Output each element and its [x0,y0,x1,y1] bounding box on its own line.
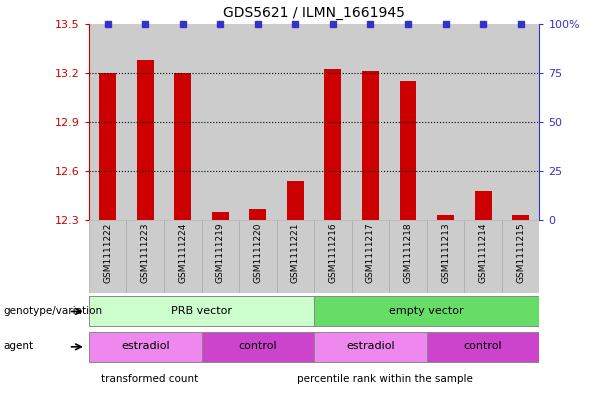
Text: GSM1111213: GSM1111213 [441,222,450,283]
Text: GSM1111217: GSM1111217 [366,222,375,283]
Bar [437,215,454,220]
Bar [164,24,202,220]
Text: GSM1111214: GSM1111214 [479,222,487,283]
Text: GSM1111223: GSM1111223 [141,222,150,283]
Bar [202,24,239,220]
Bar [314,24,352,220]
Bar [276,220,314,293]
Bar [352,220,389,293]
Text: empty vector: empty vector [389,306,464,316]
Title: GDS5621 / ILMN_1661945: GDS5621 / ILMN_1661945 [223,6,405,20]
Bar [89,296,314,327]
Bar [89,332,202,362]
Bar [99,73,116,220]
Bar [427,220,465,293]
Bar [164,220,202,293]
Bar [502,24,539,220]
Bar [212,212,229,220]
Text: estradiol: estradiol [346,341,395,351]
Text: GSM1111216: GSM1111216 [329,222,337,283]
Text: GSM1111224: GSM1111224 [178,222,187,283]
Text: estradiol: estradiol [121,341,170,351]
Bar [512,215,529,220]
Bar [174,73,191,220]
Bar [502,220,539,293]
Bar [324,70,341,220]
Text: control: control [238,341,277,351]
Bar [362,71,379,220]
Text: transformed count: transformed count [101,374,199,384]
Bar [137,60,154,220]
Bar [287,181,304,220]
Text: GSM1111222: GSM1111222 [103,222,112,283]
Bar [427,332,539,362]
Bar [276,24,314,220]
Bar [465,24,502,220]
Bar [352,24,389,220]
Text: control: control [464,341,503,351]
Text: GSM1111219: GSM1111219 [216,222,225,283]
Text: genotype/variation: genotype/variation [3,306,102,316]
Text: percentile rank within the sample: percentile rank within the sample [297,374,473,384]
Text: GSM1111220: GSM1111220 [253,222,262,283]
Bar [427,24,465,220]
Bar [389,220,427,293]
Bar [465,220,502,293]
Bar [126,24,164,220]
Bar [89,24,126,220]
Bar [239,220,276,293]
Bar [314,332,427,362]
Bar [314,220,352,293]
Bar [389,24,427,220]
Bar [202,220,239,293]
Text: GSM1111221: GSM1111221 [291,222,300,283]
Bar [400,81,416,220]
Bar [202,332,314,362]
Bar [314,296,539,327]
Text: GSM1111215: GSM1111215 [516,222,525,283]
Text: PRB vector: PRB vector [171,306,232,316]
Bar [249,209,266,220]
Text: agent: agent [3,341,33,351]
Bar [474,191,492,220]
Bar [239,24,276,220]
Text: GSM1111218: GSM1111218 [403,222,413,283]
Bar [126,220,164,293]
Bar [89,220,126,293]
